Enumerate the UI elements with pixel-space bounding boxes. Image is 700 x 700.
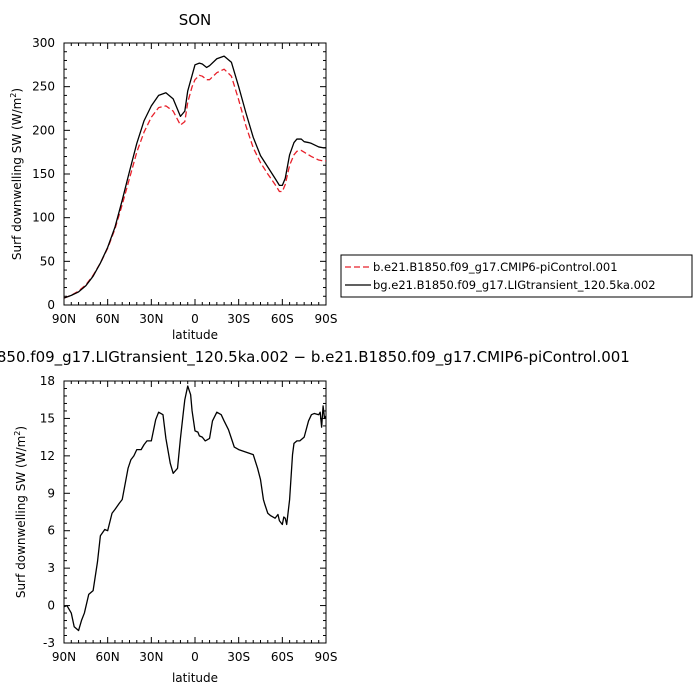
panel1-y-tick-label: 100 bbox=[32, 211, 55, 225]
panel2-y-tick-label: 12 bbox=[40, 449, 55, 463]
panel2-title: bg.e21.B1850.f09_g17.LIGtransient_120.5k… bbox=[0, 348, 630, 367]
panel2-x-tick-label: 60S bbox=[271, 650, 294, 664]
legend-box bbox=[340, 254, 693, 298]
panel2-y-tick-label: 0 bbox=[47, 599, 55, 613]
panel2-y-axis-label: Surf downwelling SW (W/m2) bbox=[13, 426, 28, 598]
panel1-x-tick-label: 30N bbox=[139, 312, 163, 326]
panel2-x-axis-label: latitude bbox=[172, 671, 218, 685]
panel1-x-tick-label: 90N bbox=[52, 312, 76, 326]
panel1-x-tick-label: 30S bbox=[227, 312, 250, 326]
panel2-series-line-1 bbox=[64, 385, 326, 632]
panel2-y-tick-label: 3 bbox=[47, 561, 55, 575]
panel1-title: SON bbox=[179, 11, 212, 29]
panel2-plot-frame bbox=[63, 380, 327, 644]
panel1-y-tick-label: 150 bbox=[32, 167, 55, 181]
panel2-y-tick-label: 6 bbox=[47, 524, 55, 538]
panel1-x-tick-label: 90S bbox=[315, 312, 338, 326]
panel1-series-line-2 bbox=[64, 55, 326, 299]
panel1-y-tick-label: 300 bbox=[32, 36, 55, 50]
panel2-y-tick-label: 9 bbox=[47, 486, 55, 500]
panel1-x-tick-label: 0 bbox=[191, 312, 199, 326]
panel1-series-line-1 bbox=[64, 68, 326, 299]
panel1-y-tick-label: 250 bbox=[32, 80, 55, 94]
panel2-y-tick-label: 18 bbox=[40, 374, 55, 388]
panel2-y-tick-label: 15 bbox=[40, 411, 55, 425]
panel1-x-tick-label: 60N bbox=[96, 312, 120, 326]
legend-entry-2: bg.e21.B1850.f09_g17.LIGtransient_120.5k… bbox=[373, 278, 656, 292]
panel1-y-tick-label: 0 bbox=[47, 298, 55, 312]
panel2-y-tick-label: -3 bbox=[43, 636, 55, 650]
panel1-y-axis-label: Surf downwelling SW (W/m2) bbox=[9, 88, 24, 260]
panel1-x-tick-label: 60S bbox=[271, 312, 294, 326]
panel2-x-tick-label: 90N bbox=[52, 650, 76, 664]
legend-entry-1: b.e21.B1850.f09_g17.CMIP6-piControl.001 bbox=[373, 260, 618, 274]
panel2-x-tick-label: 90S bbox=[315, 650, 338, 664]
panel2-x-tick-label: 30N bbox=[139, 650, 163, 664]
panel1-y-tick-label: 50 bbox=[40, 254, 55, 268]
panel2-x-tick-label: 60N bbox=[96, 650, 120, 664]
panel1-y-tick-label: 200 bbox=[32, 123, 55, 137]
panel2-x-tick-label: 30S bbox=[227, 650, 250, 664]
panel1-x-axis-label: latitude bbox=[172, 328, 218, 342]
panel2-x-tick-label: 0 bbox=[191, 650, 199, 664]
